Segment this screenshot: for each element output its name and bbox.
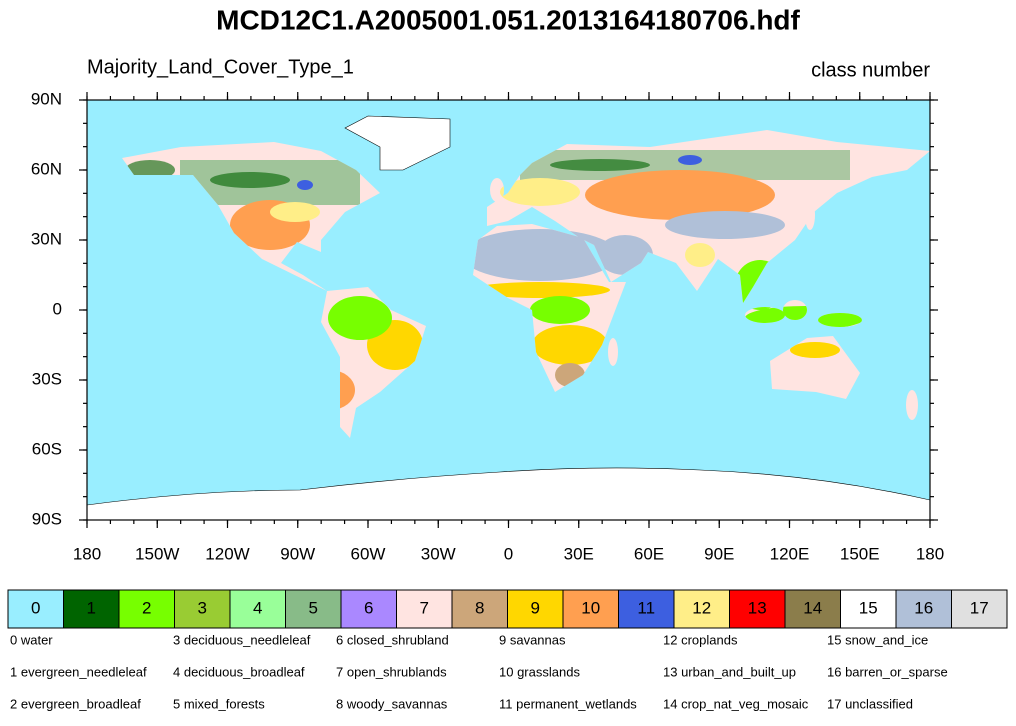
colorbar-box: [63, 589, 120, 629]
lon-tick-label: 120E: [770, 544, 810, 563]
lon-tick-label: 90E: [704, 544, 734, 563]
colorbar-label: 8: [475, 598, 484, 617]
legend-entry: 10 grasslands: [499, 664, 580, 679]
colorbar-label: 10: [581, 598, 600, 617]
legend-entry: 5 mixed_forests: [173, 696, 265, 711]
lon-tick-label: 150W: [135, 544, 179, 563]
lon-tick-label: 180: [73, 544, 101, 563]
colorbar-box: [451, 589, 508, 629]
legend-entry: 14 crop_nat_veg_mosaic: [663, 696, 809, 711]
colorbar-label: 11: [637, 598, 655, 617]
colorbar-label: 4: [253, 598, 262, 617]
lon-tick-label: 120W: [205, 544, 249, 563]
lon-tick-label: 60W: [351, 544, 386, 563]
lon-tick-label: 150E: [840, 544, 880, 563]
legend-entry: 17 unclassified: [827, 696, 913, 711]
colorbar-box: [340, 589, 397, 629]
lon-tick-label: 30W: [421, 544, 456, 563]
legend: 0 water 1 evergreen_needleleaf 2 evergreen…: [10, 632, 948, 711]
lat-tick-label: 30N: [31, 229, 62, 248]
colorbar-label: 13: [748, 598, 767, 617]
legend-entry: 3 deciduous_needleleaf: [173, 632, 311, 647]
lon-tick-label: 60E: [634, 544, 664, 563]
colorbar-label: 5: [309, 598, 318, 617]
lon-tick-label: 0: [504, 544, 513, 563]
colorbar-label: 14: [803, 598, 822, 617]
legend-entry: 2 evergreen_broadleaf: [10, 696, 141, 711]
legend-entry: 11 permanent_wetlands: [499, 696, 637, 711]
colorbar-box: [118, 589, 175, 629]
colorbar-label: 15: [859, 598, 878, 617]
colorbar-label: 16: [914, 598, 933, 617]
colorbar-box: [840, 589, 897, 629]
colorbar-box: [951, 589, 1008, 629]
colorbar-label: 17: [970, 598, 989, 617]
legend-entry: 12 croplands: [663, 632, 738, 647]
legend-entry: 15 snow_and_ice: [827, 632, 928, 647]
legend-entry: 4 deciduous_broadleaf: [173, 664, 305, 679]
colorbar-box: [507, 589, 564, 629]
colorbar-box: [784, 589, 841, 629]
colorbar-box: [673, 589, 730, 629]
lat-tick-label: 60N: [31, 159, 62, 178]
colorbar-box: [895, 589, 952, 629]
lat-tick-label: 90S: [32, 509, 62, 528]
lat-tick-label: 90N: [31, 89, 62, 108]
legend-entry: 13 urban_and_built_up: [663, 664, 796, 679]
colorbar-label: 3: [198, 598, 207, 617]
colorbar: 0 1 2 3 4 5 6 7 8 9 10 11 12 13 14 15 16 17: [7, 589, 1008, 629]
lon-tick-label: 90W: [280, 544, 315, 563]
colorbar-box: [174, 589, 231, 629]
colorbar-label: 6: [364, 598, 373, 617]
lat-tick-label: 0: [53, 299, 62, 318]
colorbar-label: 9: [531, 598, 540, 617]
colorbar-label: 0: [31, 598, 40, 617]
colorbar-label: 12: [692, 598, 711, 617]
colorbar-label: 7: [420, 598, 429, 617]
axes: 90N 60N 30N 0 30S 60S 90S 180 150W 120W 90W 60W 30W 0…: [31, 89, 944, 563]
lat-tick-label: 60S: [32, 439, 62, 458]
colorbar-label: 1: [87, 598, 96, 617]
legend-entry: 0 water: [10, 632, 53, 647]
map-title: MCD12C1.A2005001.051.2013164180706.hdf: [216, 4, 800, 35]
legend-entry: 8 woody_savannas: [336, 696, 448, 711]
colorbar-box: [618, 589, 675, 629]
field-label: Majority_Land_Cover_Type_1: [87, 56, 354, 78]
units-label: class number: [811, 59, 930, 81]
lon-tick-label: 30E: [564, 544, 594, 563]
colorbar-box: [285, 589, 342, 629]
legend-entry: 9 savannas: [499, 632, 566, 647]
lon-tick-label: 180: [916, 544, 944, 563]
legend-entry: 16 barren_or_sparse: [827, 664, 948, 679]
legend-entry: 7 open_shrublands: [336, 664, 447, 679]
colorbar-box: [562, 589, 619, 629]
legend-entry: 6 closed_shrubland: [336, 632, 449, 647]
lat-tick-label: 30S: [32, 369, 62, 388]
legend-entry: 1 evergreen_needleleaf: [10, 664, 147, 679]
colorbar-label: 2: [142, 598, 151, 617]
map-area: [86, 99, 931, 521]
